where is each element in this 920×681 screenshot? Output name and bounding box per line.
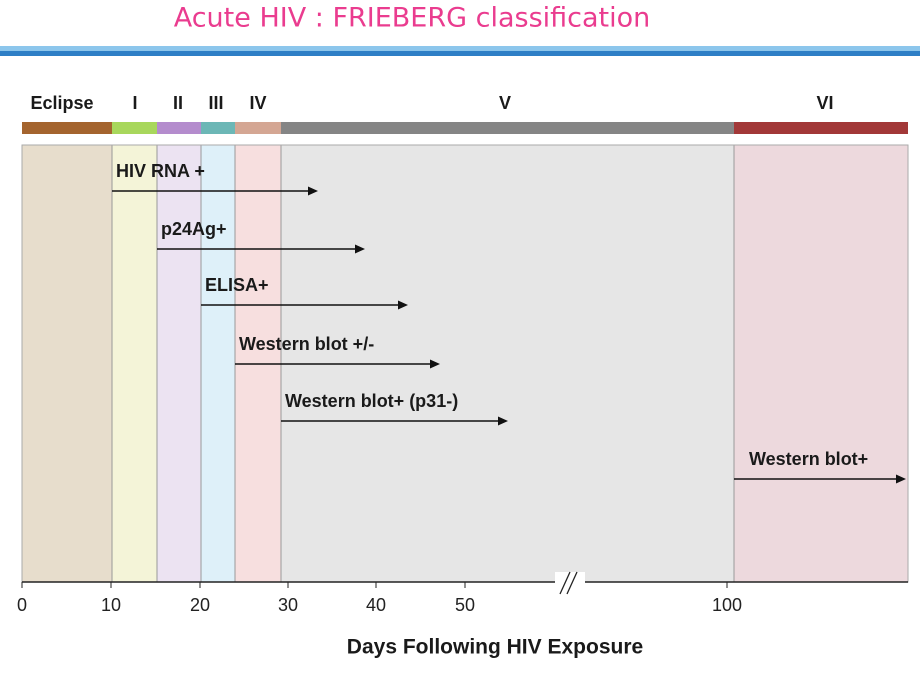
marker-label: Western blot+	[749, 449, 868, 469]
stage-region	[157, 145, 201, 582]
marker-label: p24Ag+	[161, 219, 227, 239]
marker-label: Western blot +/-	[239, 334, 374, 354]
marker-label: ELISA+	[205, 275, 269, 295]
tick-label: 40	[366, 595, 386, 615]
tick-label: 100	[712, 595, 742, 615]
arrow-head	[355, 244, 365, 254]
stage-label: III	[208, 93, 223, 113]
stage-bar	[201, 122, 235, 134]
stage-label: IV	[249, 93, 266, 113]
arrow-head	[498, 416, 508, 426]
axis-label: Days Following HIV Exposure	[347, 636, 643, 659]
arrow-head	[308, 186, 318, 196]
axis-break	[566, 571, 578, 595]
tick-label: 20	[190, 595, 210, 615]
stage-label: VI	[816, 93, 833, 113]
stage-region	[201, 145, 235, 582]
arrow-head	[430, 359, 440, 369]
tick-label: 10	[101, 595, 121, 615]
tick-label: 30	[278, 595, 298, 615]
stage-label: I	[132, 93, 137, 113]
tick-label: 50	[455, 595, 475, 615]
stage-region	[734, 145, 908, 582]
stage-label: V	[499, 93, 511, 113]
stage-bar	[112, 122, 157, 134]
rule-dark	[0, 51, 920, 56]
marker-label: HIV RNA +	[116, 161, 205, 181]
stage-bar	[734, 122, 908, 134]
stage-bar	[157, 122, 201, 134]
stage-label: Eclipse	[30, 93, 93, 113]
stage-region	[22, 145, 112, 582]
tick-label: 0	[17, 595, 27, 615]
stage-region	[112, 145, 157, 582]
axis-break	[559, 571, 571, 595]
stage-bar	[281, 122, 734, 134]
axis-break-gap	[555, 572, 585, 592]
stage-bar	[22, 122, 112, 134]
stage-bar	[235, 122, 281, 134]
arrow-head	[398, 300, 408, 310]
stage-label: II	[173, 93, 183, 113]
marker-label: Western blot+ (p31-)	[285, 391, 458, 411]
arrow-head	[896, 474, 906, 484]
rule-light	[0, 46, 920, 51]
title: Acute HIV : FRIEBERG classification	[174, 3, 651, 34]
